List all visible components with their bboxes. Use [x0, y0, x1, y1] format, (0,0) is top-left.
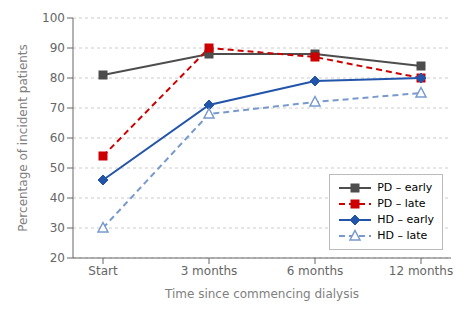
svg-text:70: 70 [50, 101, 65, 115]
svg-text:60: 60 [50, 131, 65, 145]
svg-text:Percentage of incident patient: Percentage of incident patients [16, 44, 30, 232]
html-text:HD – late: HD – late [377, 229, 428, 242]
svg-text:3 months: 3 months [181, 264, 238, 278]
svg-text:80: 80 [50, 71, 65, 85]
html-text:PD – late: PD – late [377, 197, 426, 210]
html-text:PD – early: PD – early [377, 181, 433, 194]
svg-text:Start: Start [88, 264, 118, 278]
svg-text:50: 50 [50, 161, 65, 175]
svg-text:6 months: 6 months [287, 264, 344, 278]
svg-text:20: 20 [50, 251, 65, 265]
svg-text:30: 30 [50, 221, 65, 235]
svg-text:12 months: 12 months [389, 264, 453, 278]
html-text:HD – early: HD – early [377, 213, 434, 226]
svg-text:100: 100 [42, 11, 65, 25]
svg-text:90: 90 [50, 41, 65, 55]
svg-text:Time since commencing dialysis: Time since commencing dialysis [164, 287, 359, 301]
svg-text:40: 40 [50, 191, 65, 205]
